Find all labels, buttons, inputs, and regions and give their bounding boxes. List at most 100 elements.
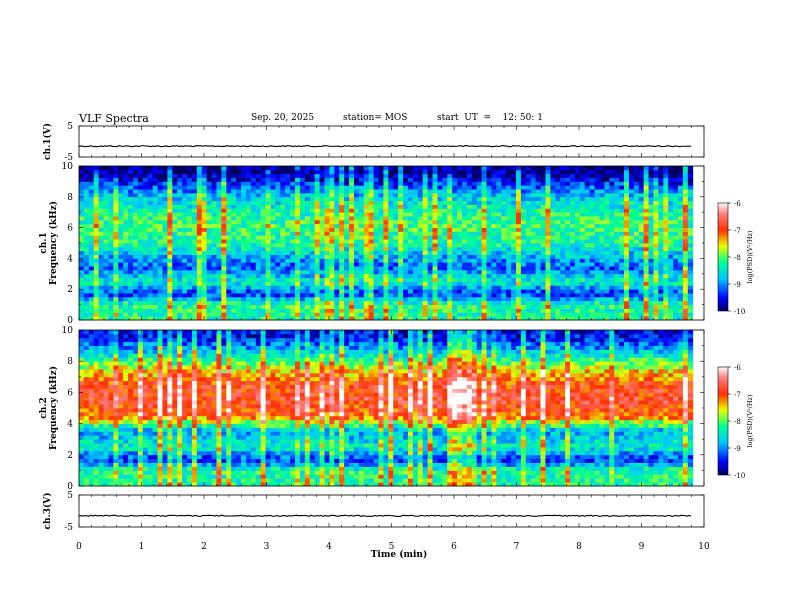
spectrogram-cell	[88, 243, 95, 248]
spectrogram-cell	[93, 235, 100, 240]
spectrogram-cell	[555, 266, 561, 271]
spectrogram-cell	[437, 173, 443, 178]
spectrogram-cell	[417, 296, 424, 302]
spectrogram-cell	[535, 189, 541, 194]
spectrogram-cell	[108, 300, 114, 305]
spectrogram-cell	[280, 231, 286, 236]
spectrogram-cell	[196, 262, 203, 267]
spectrogram-cell	[511, 273, 517, 279]
spectrogram-cell	[373, 250, 379, 255]
spectrogram-cell	[432, 177, 438, 182]
spectrogram-cell	[373, 316, 379, 321]
spectrogram-cell	[604, 227, 610, 232]
spectrogram-cell	[476, 293, 483, 298]
spectrogram-cell	[560, 223, 566, 228]
spectrogram-cell	[511, 262, 517, 267]
spectrogram-cell	[545, 281, 551, 286]
spectrogram-cell	[599, 266, 605, 271]
spectrogram-cell	[368, 246, 374, 252]
spectrogram-cell	[565, 200, 571, 205]
spectrogram-cell	[628, 281, 635, 286]
spectrogram-cell	[147, 216, 154, 221]
spectrogram-cell	[275, 208, 281, 213]
spectrogram-cell	[378, 200, 384, 205]
spectrogram-cell	[491, 293, 497, 298]
spectrogram-cell	[403, 208, 409, 213]
spectrogram-cell	[476, 219, 483, 225]
spectrogram-cell	[471, 281, 478, 286]
spectrogram-cell	[550, 316, 556, 321]
spectrogram-cell	[167, 281, 173, 286]
spectrogram-cell	[196, 296, 203, 302]
spectrogram-cell	[177, 227, 183, 232]
spectrogram-cell	[442, 266, 448, 271]
spectrogram-cell	[137, 296, 144, 302]
spectrogram-cell	[403, 269, 409, 275]
spectrogram-cell	[442, 269, 448, 275]
spectrogram-cell	[422, 235, 429, 240]
spectrogram-cell	[628, 250, 635, 255]
spectrogram-cell	[653, 166, 659, 171]
spectrogram-cell	[250, 269, 257, 275]
spectrogram-cell	[643, 239, 649, 244]
spectrogram-cell	[196, 246, 203, 252]
spectrogram-cell	[633, 304, 640, 309]
spectrogram-cell	[211, 239, 217, 244]
spectrogram-cell	[368, 231, 374, 236]
spectrogram-cell	[304, 196, 311, 202]
spectrogram-cell	[511, 243, 517, 248]
spectrogram-cell	[236, 189, 242, 194]
spectrogram-cell	[88, 192, 95, 198]
spectrogram-cell	[609, 266, 615, 271]
spectrogram-cell	[584, 308, 591, 313]
spectrogram-cell	[545, 243, 551, 248]
spectrogram-cell	[295, 300, 301, 305]
spectrogram-cell	[250, 227, 257, 232]
spectrogram-cell	[407, 223, 414, 228]
spectrogram-cell	[407, 181, 414, 186]
spectrogram-cell	[349, 262, 355, 267]
spectrogram-cell	[255, 246, 262, 252]
spectrogram-cell	[673, 277, 679, 282]
spectrogram-cell	[476, 223, 483, 228]
spectrogram-cell	[511, 277, 517, 282]
spectrogram-cell	[187, 289, 193, 294]
spectrogram-cell	[368, 285, 374, 290]
spectrogram-cell	[530, 246, 537, 252]
spectrogram-cell	[128, 235, 134, 240]
spectrogram-cell	[643, 243, 649, 248]
spectrogram-cell	[147, 231, 154, 236]
spectrogram-cell	[604, 208, 610, 213]
spectrogram-cell	[79, 308, 85, 313]
spectrogram-cell	[550, 204, 556, 209]
spectrogram-cell	[172, 219, 178, 225]
spectrogram-cell	[196, 223, 203, 228]
spectrogram-cell	[314, 262, 320, 267]
spectrogram-cell	[309, 216, 316, 221]
spectrogram-cell	[93, 277, 100, 282]
spectrogram-cell	[353, 254, 360, 259]
spectrogram-cell	[437, 208, 443, 213]
spectrogram-cell	[329, 269, 335, 275]
spectrogram-cell	[295, 173, 301, 178]
spectrogram-cell	[108, 212, 114, 217]
spectrogram-cell	[535, 169, 541, 175]
spectrogram-cell	[314, 196, 320, 202]
spectrogram-cell	[113, 200, 119, 205]
spectrogram-cell	[540, 239, 546, 244]
spectrogram-cell	[358, 216, 365, 221]
spectrogram-cell	[422, 300, 429, 305]
spectrogram-cell	[211, 304, 217, 309]
spectrogram-cell	[314, 250, 320, 255]
spectrogram-cell	[319, 250, 325, 255]
spectrogram-cell	[638, 235, 645, 240]
spectrogram-cell	[182, 219, 188, 225]
spectrogram-cell	[314, 258, 320, 263]
spectrogram-cell	[501, 235, 507, 240]
spectrogram-cell	[231, 223, 237, 228]
spectrogram-cell	[137, 169, 144, 175]
spectrogram-cell	[560, 169, 566, 175]
spectrogram-cell	[540, 204, 546, 209]
spectrogram-cell	[604, 177, 610, 182]
spectrogram-cell	[442, 281, 448, 286]
